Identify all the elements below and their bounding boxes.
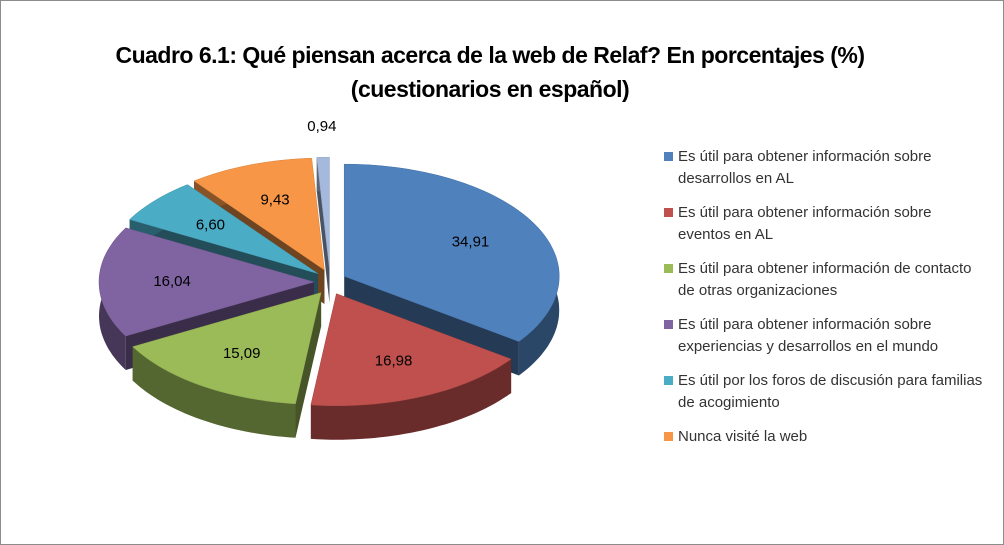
legend-item: Es útil para obtener información sobre e… bbox=[664, 202, 988, 246]
legend-swatch bbox=[664, 432, 673, 441]
legend-label: Es útil para obtener información de cont… bbox=[678, 260, 972, 299]
slice-wall bbox=[310, 359, 512, 440]
data-label: 6,60 bbox=[196, 216, 225, 233]
slice-side bbox=[316, 157, 330, 304]
legend-swatch bbox=[664, 208, 673, 217]
data-label: 34,91 bbox=[452, 233, 490, 250]
legend-swatch bbox=[664, 376, 673, 385]
legend-item: Es útil para obtener información sobre e… bbox=[664, 314, 988, 358]
chart-title: Cuadro 6.1: Qué piensan acerca de la web… bbox=[115, 42, 865, 102]
data-label: 0,94 bbox=[307, 118, 336, 135]
legend-swatch bbox=[664, 264, 673, 273]
legend-label: Es útil para obtener información sobre e… bbox=[678, 204, 932, 243]
slice-wall bbox=[132, 346, 296, 438]
slice bbox=[193, 157, 325, 271]
slice-side bbox=[295, 292, 322, 438]
slice bbox=[310, 293, 512, 406]
slice bbox=[132, 292, 322, 405]
legend-item: Es útil por los foros de discusión para … bbox=[664, 370, 988, 414]
slice bbox=[316, 156, 330, 270]
data-label: 15,09 bbox=[223, 345, 261, 362]
legend-item: Es útil para obtener información de cont… bbox=[664, 258, 988, 302]
slice bbox=[343, 163, 560, 342]
legend-item: Nunca visité la web bbox=[664, 426, 988, 448]
legend: Es útil para obtener información sobre d… bbox=[664, 146, 994, 460]
legend-label: Es útil por los foros de discusión para … bbox=[678, 372, 983, 411]
data-label: 16,98 bbox=[375, 352, 413, 369]
slice bbox=[129, 184, 319, 274]
slice bbox=[98, 227, 315, 337]
data-label: 9,43 bbox=[260, 192, 289, 209]
legend-item: Es útil para obtener información sobre d… bbox=[664, 146, 988, 190]
legend-swatch bbox=[664, 152, 673, 161]
legend-label: Es útil para obtener información sobre d… bbox=[678, 148, 932, 187]
data-label: 16,04 bbox=[153, 273, 191, 290]
legend-label: Es útil para obtener información sobre e… bbox=[678, 316, 939, 355]
legend-label: Nunca visité la web bbox=[678, 428, 808, 445]
legend-swatch bbox=[664, 320, 673, 329]
